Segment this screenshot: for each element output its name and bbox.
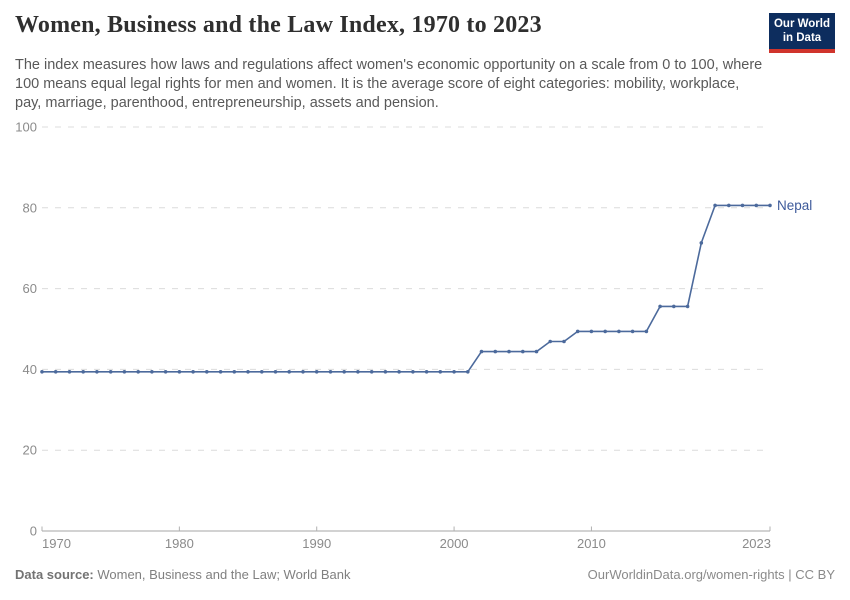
data-point[interactable] [356,370,360,374]
x-axis-tick-label: 1980 [165,536,194,551]
data-point[interactable] [548,339,552,344]
data-point[interactable] [452,370,456,374]
owid-logo-line1: Our World [773,18,830,30]
chart-subtitle: The index measures how laws and regulati… [15,57,763,111]
data-point[interactable] [740,203,745,208]
data-point[interactable] [273,370,278,374]
data-point[interactable] [81,370,85,374]
data-point[interactable] [507,349,511,354]
x-axis-tick-label: 2010 [577,536,606,551]
data-point[interactable] [232,370,237,374]
data-point[interactable] [136,370,140,374]
data-point[interactable] [246,370,250,374]
data-point[interactable] [191,370,195,374]
data-point[interactable] [727,203,731,208]
data-point[interactable] [699,241,704,245]
data-point[interactable] [672,304,676,309]
data-source-value: Women, Business and the Law; World Bank [93,567,351,582]
x-axis-tick-label: 2000 [440,536,469,551]
data-point[interactable] [479,349,484,354]
data-point[interactable] [768,203,772,208]
data-point[interactable] [177,370,182,374]
data-point[interactable] [713,203,717,208]
data-point[interactable] [644,329,649,334]
data-point[interactable] [150,370,154,374]
data-point[interactable] [287,370,292,374]
data-point[interactable] [466,370,470,374]
data-source: Data source: Women, Business and the Law… [15,567,351,582]
data-point[interactable] [369,370,374,374]
data-point[interactable] [260,370,264,374]
data-point[interactable] [521,349,525,354]
data-point[interactable] [617,329,621,334]
data-source-label: Data source: [15,567,94,582]
x-axis-tick-label: 1970 [42,536,71,551]
data-point[interactable] [301,370,305,374]
y-axis-tick-label: 20 [23,443,37,458]
page-title: Women, Business and the Law Index, 1970 … [15,12,542,38]
series-line-nepal[interactable] [41,204,771,373]
data-point[interactable] [383,370,388,374]
data-point[interactable] [40,370,44,374]
data-point[interactable] [685,304,690,309]
owid-logo-line2: in Data [782,32,822,45]
data-point[interactable] [342,370,347,374]
y-axis-tick-label: 0 [30,524,37,539]
data-point[interactable] [575,329,580,334]
data-point[interactable] [314,370,319,374]
y-axis-tick-label: 100 [15,120,37,135]
data-point[interactable] [562,339,566,344]
y-axis-tick-label: 60 [23,281,37,296]
data-point[interactable] [108,370,113,374]
data-point[interactable] [328,370,333,374]
chart-footer: Data source: Women, Business and the Law… [15,567,835,582]
data-point[interactable] [218,370,223,374]
series-label-nepal[interactable]: Nepal [777,198,812,213]
data-point[interactable] [53,370,58,374]
data-point[interactable] [397,370,401,374]
data-point[interactable] [438,370,443,374]
y-axis-tick-label: 40 [23,362,37,377]
data-point[interactable] [411,370,415,374]
data-point[interactable] [67,370,72,374]
owid-logo[interactable]: Our World in Data [769,13,835,53]
data-point[interactable] [122,370,127,374]
data-point[interactable] [95,370,99,374]
data-point[interactable] [424,370,429,374]
data-point[interactable] [534,349,539,354]
data-point[interactable] [754,203,759,208]
data-point[interactable] [589,329,594,334]
data-point[interactable] [205,370,209,374]
data-point[interactable] [603,329,607,334]
data-point[interactable] [493,349,498,354]
data-point[interactable] [163,370,168,374]
data-point[interactable] [630,329,635,334]
data-point[interactable] [658,304,662,309]
y-axis-tick-label: 80 [23,200,37,215]
x-axis-tick-label: 2023 [742,536,771,551]
x-axis-tick-label: 1990 [302,536,331,551]
credit-link[interactable]: OurWorldinData.org/women-rights | CC BY [587,567,835,582]
